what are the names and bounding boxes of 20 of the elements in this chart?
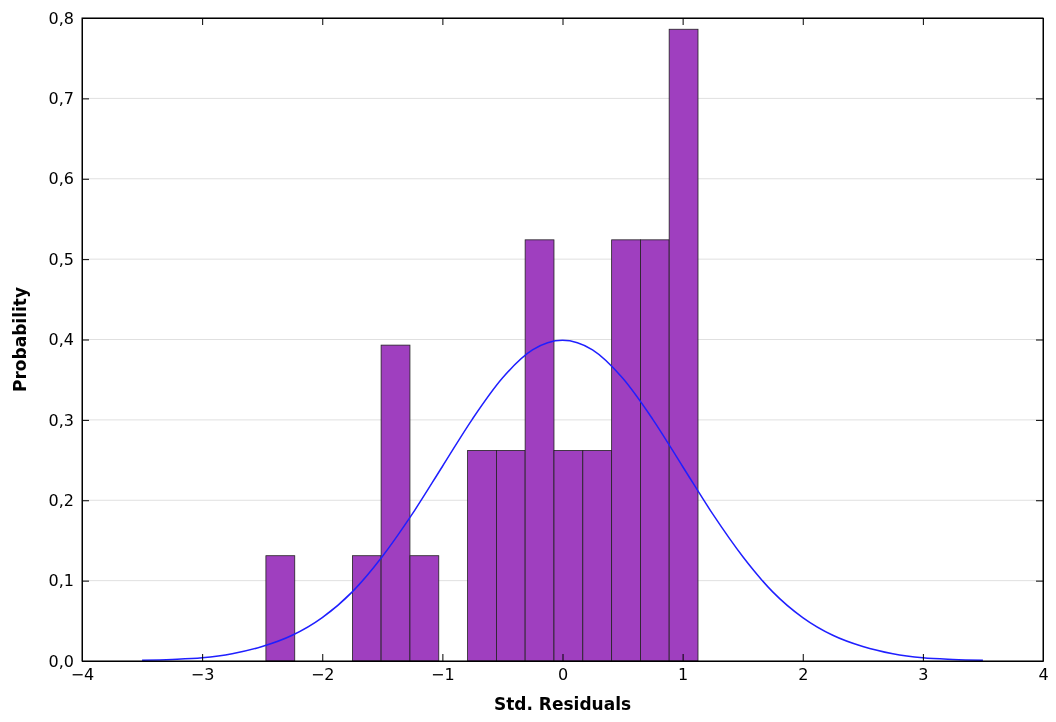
- x-tick-label: −3: [190, 665, 215, 685]
- y-tick-label: 0,5: [48, 249, 74, 269]
- x-tick-label: −1: [431, 665, 455, 685]
- y-tick-label: 0,4: [48, 330, 74, 350]
- y-tick-label: 0,3: [48, 410, 74, 430]
- y-tick-label: 0,2: [48, 490, 74, 510]
- x-tick-label: 3: [918, 665, 929, 685]
- x-tick-label: 0: [557, 665, 569, 685]
- y-tick-label: 0,0: [48, 651, 74, 671]
- x-axis-title: Std. Residuals: [493, 694, 632, 714]
- x-tick-label: 1: [678, 665, 689, 685]
- y-tick-label: 0,6: [48, 169, 74, 189]
- y-tick-label: 0,7: [48, 89, 74, 108]
- x-tick-label: −2: [310, 665, 335, 685]
- y-tick-label: 0,8: [48, 8, 74, 28]
- x-tick-label: 4: [1038, 665, 1049, 685]
- y-axis-title: Probability: [10, 286, 30, 393]
- line-series: [141, 339, 984, 661]
- y-tick-label: 0,1: [48, 571, 74, 591]
- x-tick-label: 2: [798, 665, 809, 685]
